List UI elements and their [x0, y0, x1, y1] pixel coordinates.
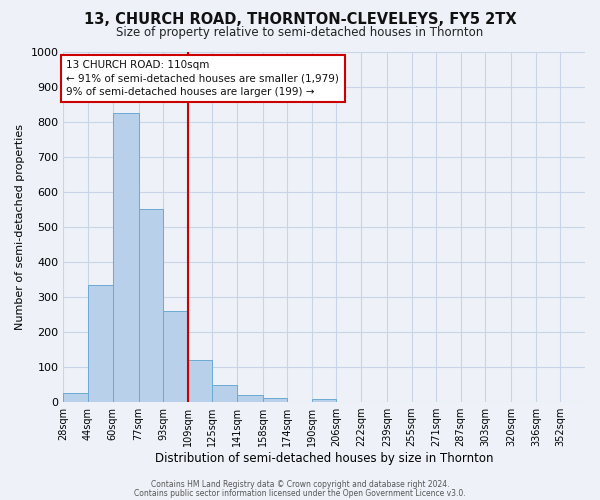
Bar: [139, 210, 163, 402]
Bar: [64, 394, 88, 402]
Bar: [163, 311, 188, 402]
Bar: [212, 386, 237, 402]
Text: 13 CHURCH ROAD: 110sqm
← 91% of semi-detached houses are smaller (1,979)
9% of s: 13 CHURCH ROAD: 110sqm ← 91% of semi-det…: [67, 60, 340, 96]
Text: Contains public sector information licensed under the Open Government Licence v3: Contains public sector information licen…: [134, 488, 466, 498]
Y-axis label: Number of semi-detached properties: Number of semi-detached properties: [15, 124, 25, 330]
Bar: [188, 360, 212, 402]
Text: 13, CHURCH ROAD, THORNTON-CLEVELEYS, FY5 2TX: 13, CHURCH ROAD, THORNTON-CLEVELEYS, FY5…: [83, 12, 517, 28]
Bar: [312, 400, 337, 402]
Text: Contains HM Land Registry data © Crown copyright and database right 2024.: Contains HM Land Registry data © Crown c…: [151, 480, 449, 489]
Bar: [237, 395, 263, 402]
Bar: [263, 398, 287, 402]
X-axis label: Distribution of semi-detached houses by size in Thornton: Distribution of semi-detached houses by …: [155, 452, 493, 465]
Bar: [113, 113, 139, 402]
Text: Size of property relative to semi-detached houses in Thornton: Size of property relative to semi-detach…: [116, 26, 484, 39]
Bar: [88, 284, 113, 402]
